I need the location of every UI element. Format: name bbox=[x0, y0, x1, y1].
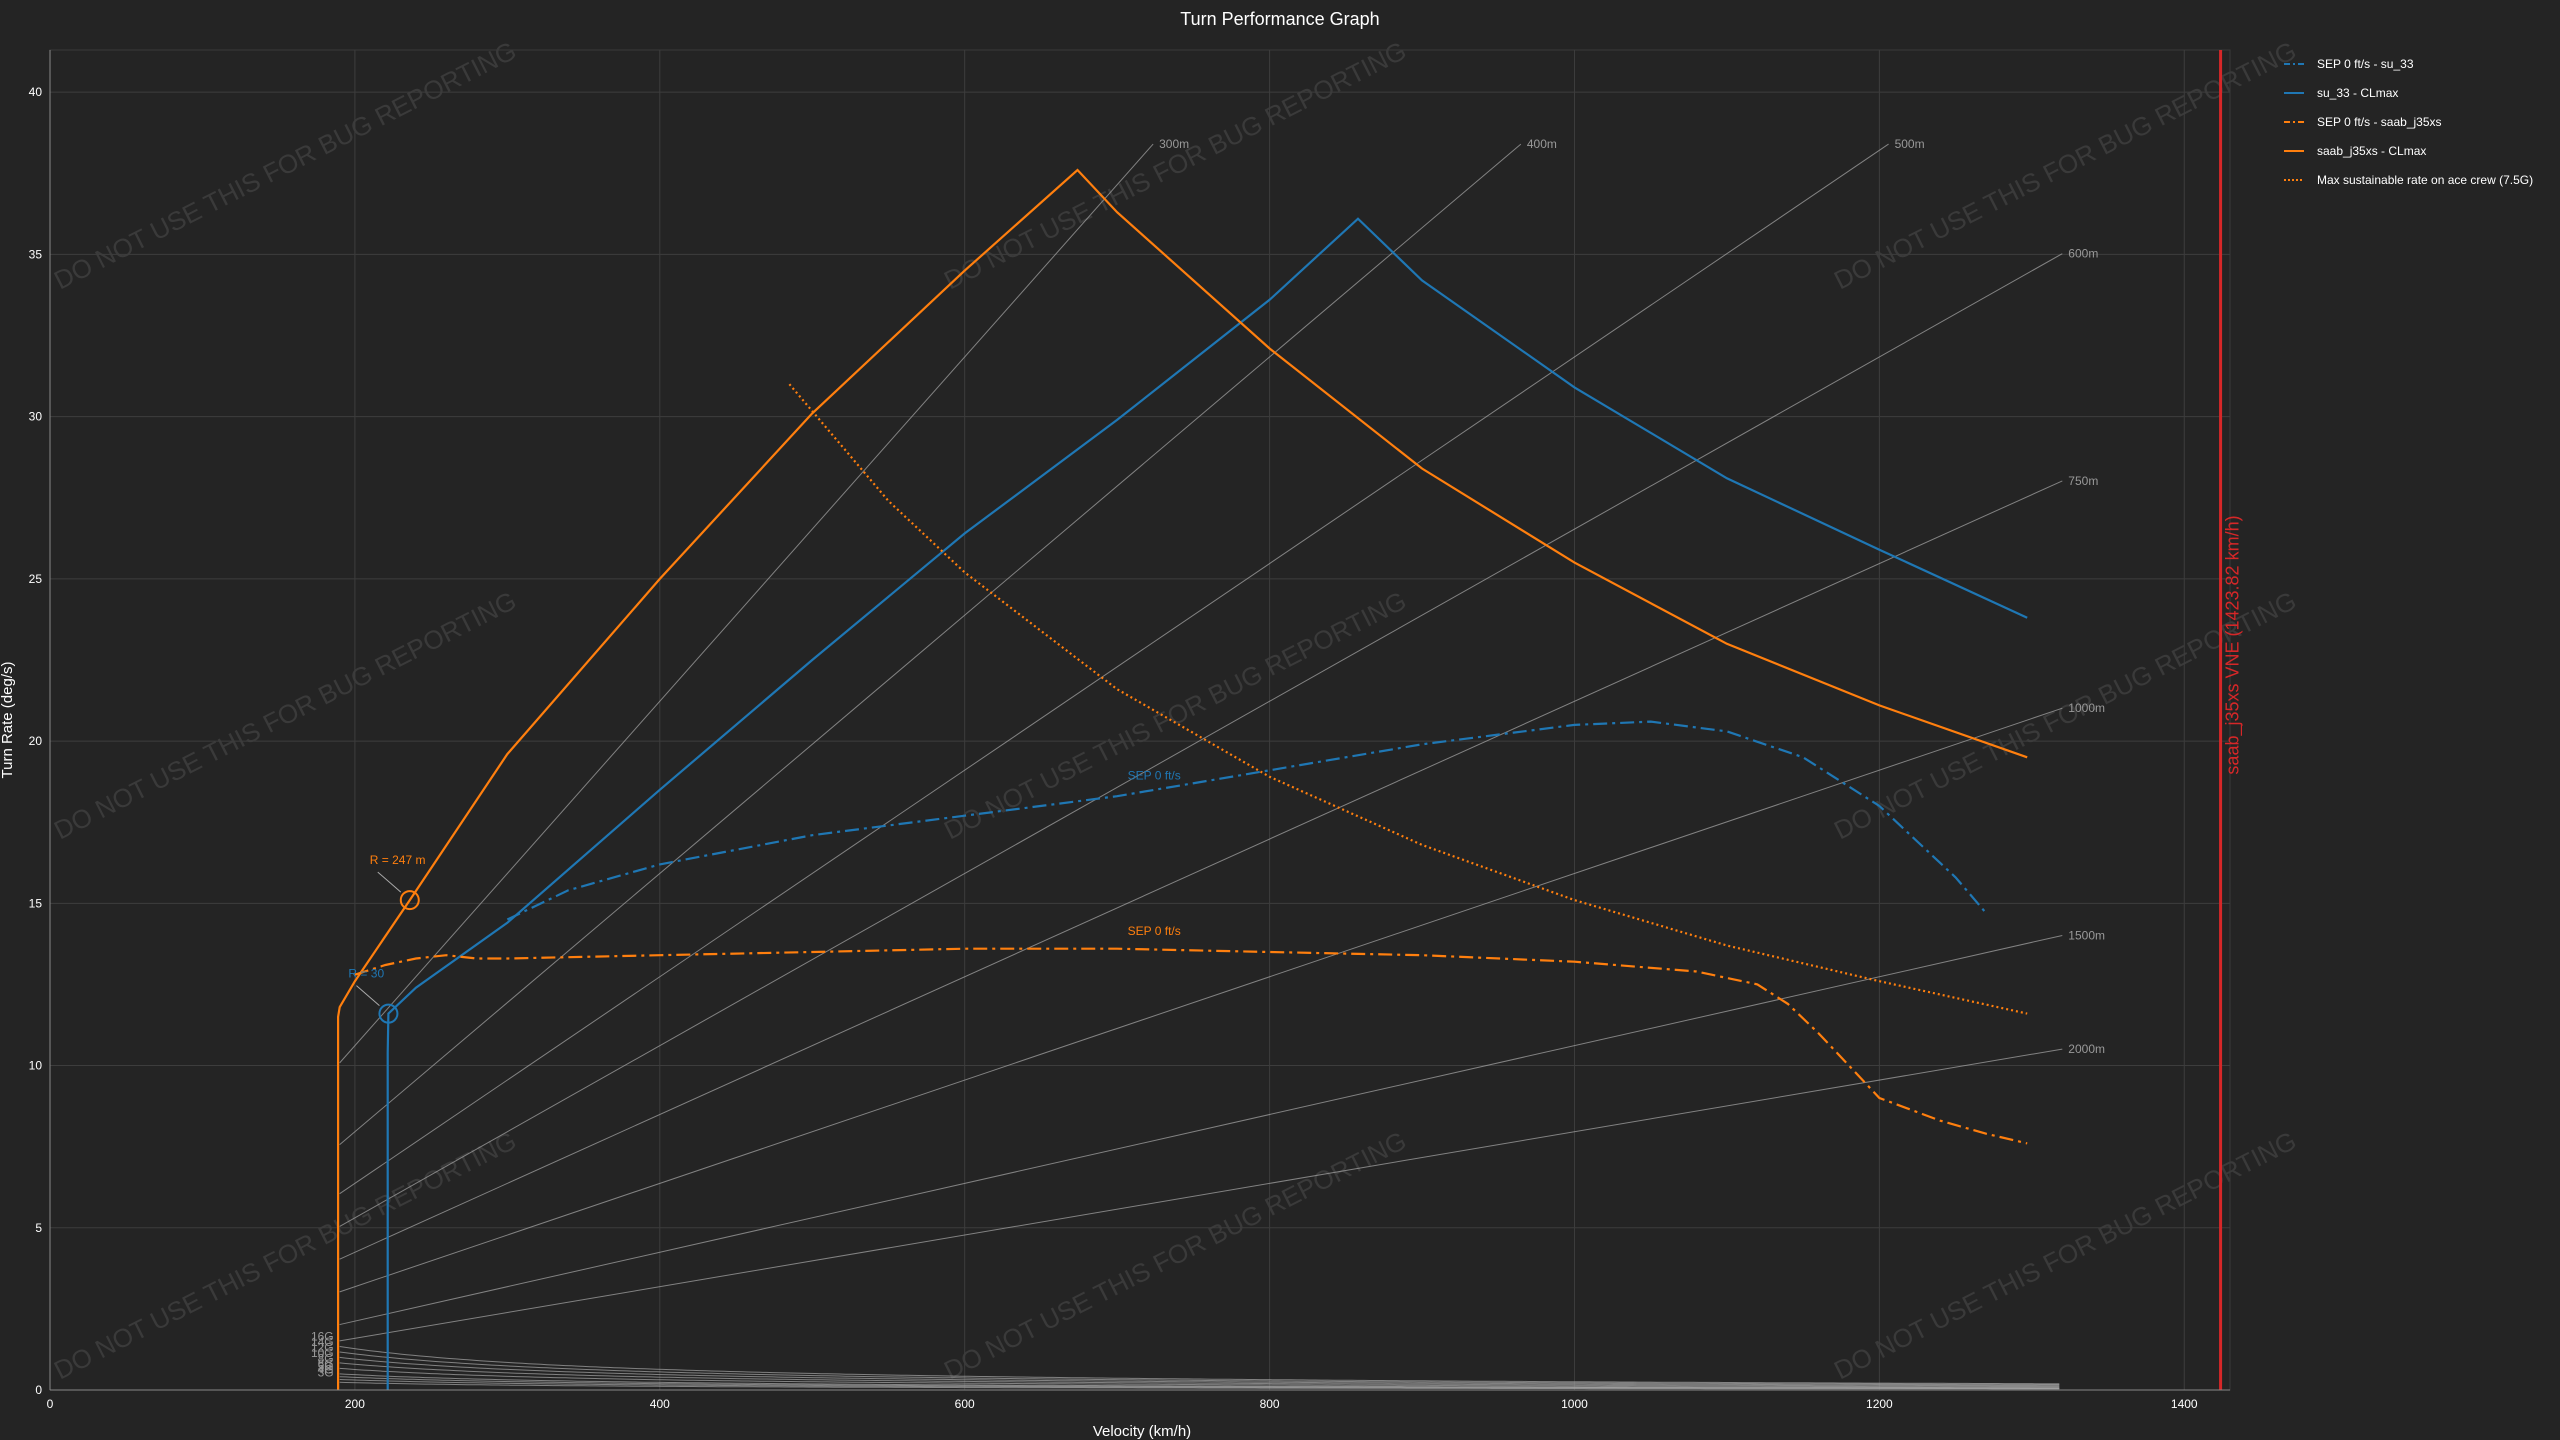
legend-entry: SEP 0 ft/s - su_33 bbox=[2317, 57, 2414, 71]
g-line-label: 12G bbox=[311, 1340, 334, 1354]
radius-line-label: 500m bbox=[1895, 137, 1925, 151]
g-line-label: 5G bbox=[318, 1360, 334, 1374]
radius-line bbox=[339, 253, 2063, 1227]
radius-line bbox=[339, 143, 1522, 1146]
series-line bbox=[337, 168, 2028, 1390]
y-tick-label: 35 bbox=[29, 247, 43, 261]
g-line bbox=[339, 1346, 2060, 1385]
y-tick-label: 25 bbox=[29, 572, 43, 586]
legend-entry: SEP 0 ft/s - saab_j35xs bbox=[2317, 115, 2442, 129]
series-line bbox=[788, 383, 2028, 1015]
chart-title: Turn Performance Graph bbox=[1180, 9, 1379, 29]
annotation-label: SEP 0 ft/s bbox=[1128, 768, 1181, 782]
axis-layer: 0 200 400 600 800 1000 1200 1400 0 5 10 15 20 25 30 35 4… bbox=[29, 50, 2230, 1411]
x-tick-label: 1200 bbox=[1866, 1397, 1893, 1411]
legend-entry: su_33 - CLmax bbox=[2317, 86, 2398, 100]
annotation-label: R = 30 bbox=[348, 967, 384, 981]
radius-line-label: 750m bbox=[2068, 474, 2098, 488]
corner-marker bbox=[378, 1003, 399, 1024]
legend-entry: saab_j35xs - CLmax bbox=[2317, 144, 2426, 158]
corner-leader bbox=[356, 985, 380, 1007]
y-tick-label: 0 bbox=[35, 1383, 42, 1397]
vne-label: saab_j35xs VNE (1423.82 km/h) bbox=[2223, 515, 2244, 774]
y-axis-label: Turn Rate (deg/s) bbox=[0, 662, 16, 779]
g-line bbox=[339, 1362, 2060, 1387]
x-tick-label: 0 bbox=[47, 1397, 54, 1411]
g-line bbox=[339, 1367, 2060, 1388]
radius-line bbox=[339, 143, 1154, 1064]
x-tick-label: 200 bbox=[345, 1397, 365, 1411]
radius-line bbox=[339, 480, 2063, 1260]
radius-line-label: 300m bbox=[1159, 137, 1189, 151]
y-tick-label: 30 bbox=[29, 410, 43, 424]
series-line bbox=[354, 947, 2028, 1145]
radius-line-label: 2000m bbox=[2068, 1042, 2105, 1056]
annotation-label: SEP 0 ft/s bbox=[1128, 924, 1181, 938]
x-tick-label: 400 bbox=[650, 1397, 670, 1411]
radius-line-label: 1500m bbox=[2068, 928, 2105, 942]
corner-marker bbox=[399, 890, 420, 911]
y-tick-label: 15 bbox=[29, 896, 43, 910]
x-tick-label: 800 bbox=[1260, 1397, 1280, 1411]
g-line-label: 14G bbox=[311, 1335, 334, 1349]
y-tick-label: 20 bbox=[29, 734, 43, 748]
legend-entry: Max sustainable rate on ace crew (7.5G) bbox=[2317, 173, 2533, 187]
g-line bbox=[339, 1356, 2060, 1386]
y-tick-label: 5 bbox=[35, 1221, 42, 1235]
g-line-label: 4G bbox=[318, 1362, 334, 1376]
g-line-label: 6G bbox=[318, 1357, 334, 1371]
radius-line-label: 600m bbox=[2068, 247, 2098, 261]
x-tick-label: 1400 bbox=[2171, 1397, 2198, 1411]
series-layer: R = 247 m R = 30 SEP 0 ft/s SEP 0 ft/s saab_… bbox=[337, 50, 2244, 1390]
y-tick-label: 40 bbox=[29, 85, 43, 99]
radius-line bbox=[339, 934, 2063, 1326]
radius-line-label: 400m bbox=[1527, 137, 1557, 151]
x-tick-label: 600 bbox=[955, 1397, 975, 1411]
x-axis-label: Velocity (km/h) bbox=[1093, 1423, 1191, 1440]
g-line bbox=[339, 1373, 2060, 1389]
annotation-label: R = 247 m bbox=[370, 853, 426, 867]
g-line bbox=[339, 1351, 2060, 1385]
g-line-label: 8G bbox=[318, 1351, 334, 1365]
corner-leader bbox=[377, 871, 402, 893]
y-tick-label: 10 bbox=[29, 1059, 43, 1073]
radius-line bbox=[339, 143, 1889, 1195]
g-line-label: 3G bbox=[318, 1365, 334, 1379]
x-tick-label: 1000 bbox=[1561, 1397, 1588, 1411]
g-line-label: 10G bbox=[311, 1346, 334, 1360]
radius-line-label: 1000m bbox=[2068, 701, 2105, 715]
series-line bbox=[506, 720, 1987, 921]
series-line bbox=[386, 217, 2028, 1390]
radius-line bbox=[339, 1048, 2063, 1342]
g-line-label: 16G bbox=[311, 1330, 334, 1344]
legend: SEP 0 ft/s - su_33 su_33 - CLmax SEP 0 ft/… bbox=[2284, 57, 2533, 187]
radius-line bbox=[339, 707, 2063, 1293]
